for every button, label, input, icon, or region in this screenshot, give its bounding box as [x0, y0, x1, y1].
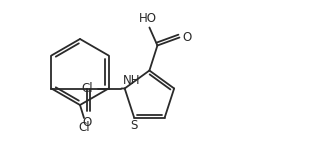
Text: NH: NH [122, 74, 140, 87]
Text: O: O [83, 117, 92, 130]
Text: S: S [131, 119, 138, 132]
Text: O: O [182, 31, 192, 44]
Text: Cl: Cl [78, 121, 90, 134]
Text: HO: HO [138, 11, 156, 24]
Text: Cl: Cl [81, 82, 93, 95]
